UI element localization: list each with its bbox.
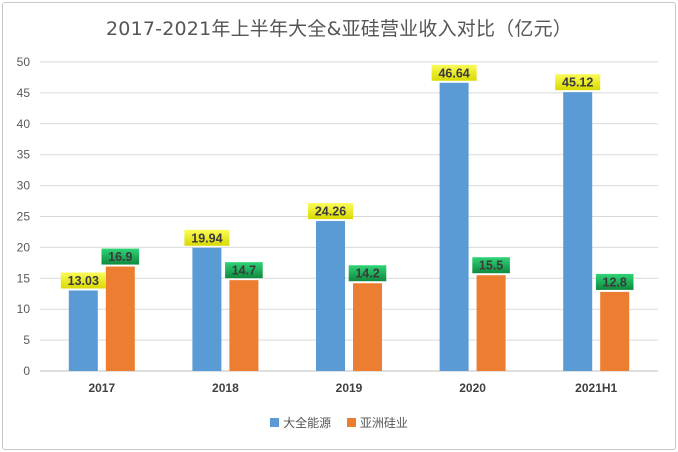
y-tick-label: 5 [23, 333, 30, 347]
data-label-background [184, 229, 230, 246]
x-tick-label: 2021H1 [575, 381, 617, 395]
data-label-background [60, 272, 106, 289]
data-label-background [101, 248, 140, 265]
data-label: 24.26 [315, 205, 346, 219]
data-label: 16.9 [108, 250, 132, 264]
legend-swatch-series-1 [270, 418, 280, 427]
y-tick-label: 50 [17, 55, 31, 69]
bar [600, 291, 630, 371]
x-axis-ticks: 2017 2018 2019 2020 2021H1 [88, 381, 617, 395]
bar [192, 247, 222, 371]
bar [316, 221, 345, 371]
x-tick-label: 2020 [459, 381, 486, 395]
legend: 大全能源 亚洲硅业 [0, 414, 678, 431]
data-label: 12.8 [603, 275, 627, 289]
bars [68, 82, 630, 372]
data-label: 14.2 [355, 267, 379, 281]
bar [563, 92, 593, 372]
y-tick-label: 15 [17, 271, 31, 285]
legend-item-series-1: 大全能源 [270, 414, 331, 431]
y-axis-ticks: 0 5 10 15 20 25 30 35 40 45 50 [17, 55, 31, 378]
data-label-background [348, 265, 387, 282]
bar [68, 290, 98, 371]
y-tick-label: 35 [17, 148, 31, 162]
legend-label-series-1: 大全能源 [283, 416, 332, 430]
data-label: 13.03 [68, 274, 99, 288]
y-tick-label: 30 [17, 179, 31, 193]
x-tick-label: 2019 [336, 381, 363, 395]
bar [439, 82, 469, 371]
data-label-background [472, 257, 510, 274]
data-labels: 13.03 16.9 19.94 14.7 24.26 14.2 46.64 15.5 45.1… [60, 64, 634, 290]
legend-label-series-2: 亚洲硅业 [359, 416, 408, 430]
bar [229, 280, 259, 371]
legend-swatch-series-2 [346, 418, 356, 427]
data-label-background [308, 203, 353, 220]
data-label: 45.12 [562, 76, 593, 90]
legend-item-series-2: 亚洲硅业 [346, 414, 408, 431]
y-tick-label: 20 [17, 240, 31, 254]
data-label: 19.94 [191, 231, 222, 245]
data-label: 14.7 [232, 264, 256, 278]
y-tick-label: 0 [23, 364, 30, 378]
y-tick-label: 10 [17, 302, 31, 316]
data-label: 15.5 [479, 259, 503, 273]
data-label-background [595, 273, 634, 290]
y-tick-label: 40 [17, 117, 31, 131]
grid-lines [40, 61, 658, 372]
bar [353, 283, 382, 371]
chart-title: 2017-2021年上半年大全&亚硅营业收入对比（亿元） [106, 18, 572, 40]
data-label-background [431, 64, 477, 81]
x-tick-label: 2018 [212, 381, 239, 395]
bar [476, 275, 506, 371]
y-tick-label: 25 [17, 210, 31, 224]
data-label-background [225, 262, 263, 279]
data-label: 46.64 [438, 66, 469, 80]
bar [105, 266, 135, 371]
data-label-background [555, 74, 601, 91]
y-tick-label: 45 [17, 86, 31, 100]
x-tick-label: 2017 [88, 381, 115, 395]
